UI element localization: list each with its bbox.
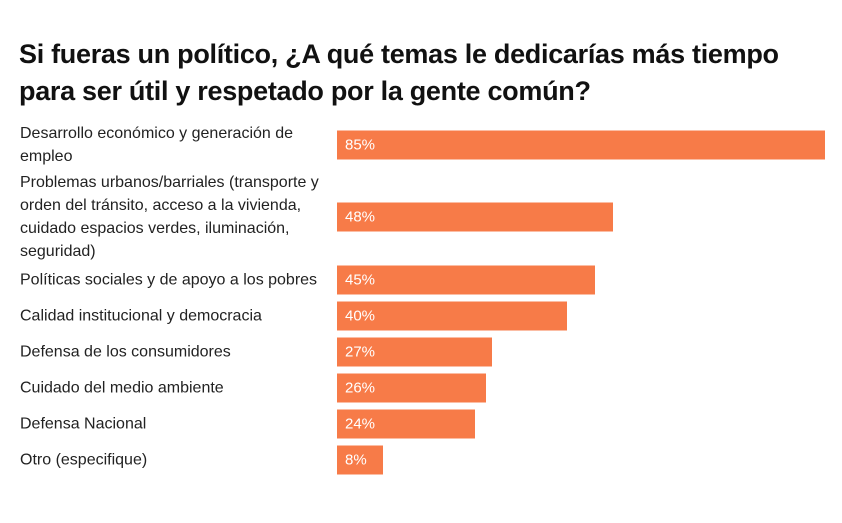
data-label: 27%: [345, 343, 376, 361]
category-label: Desarrollo económico y generación de emp…: [20, 125, 294, 165]
data-label: 8%: [345, 451, 367, 469]
category-label: Defensa de los consumidores: [20, 343, 231, 361]
category-label: Defensa Nacional: [20, 415, 147, 433]
category-label: Problemas urbanos/barriales (transporte …: [20, 174, 319, 260]
category-label: Calidad institucional y democracia: [20, 307, 262, 325]
chart-title: Si fueras un político, ¿A qué temas le d…: [19, 39, 779, 106]
bar: [337, 202, 613, 232]
bar: [337, 409, 475, 439]
data-label: 26%: [345, 379, 376, 397]
category-label: Políticas sociales y de apoyo a los pobr…: [20, 271, 318, 289]
bar: [337, 301, 567, 331]
bar: [337, 445, 383, 475]
data-label: 45%: [345, 271, 376, 289]
data-label: 85%: [345, 136, 376, 154]
bar: [337, 337, 492, 367]
bar: [337, 265, 596, 295]
data-label: 40%: [345, 307, 376, 325]
bar: [337, 130, 825, 160]
data-label: 48%: [345, 208, 376, 226]
category-label: Cuidado del medio ambiente: [20, 379, 224, 397]
data-label: 24%: [345, 415, 376, 433]
bar: [337, 373, 487, 403]
category-label: Otro (especifique): [20, 451, 148, 469]
